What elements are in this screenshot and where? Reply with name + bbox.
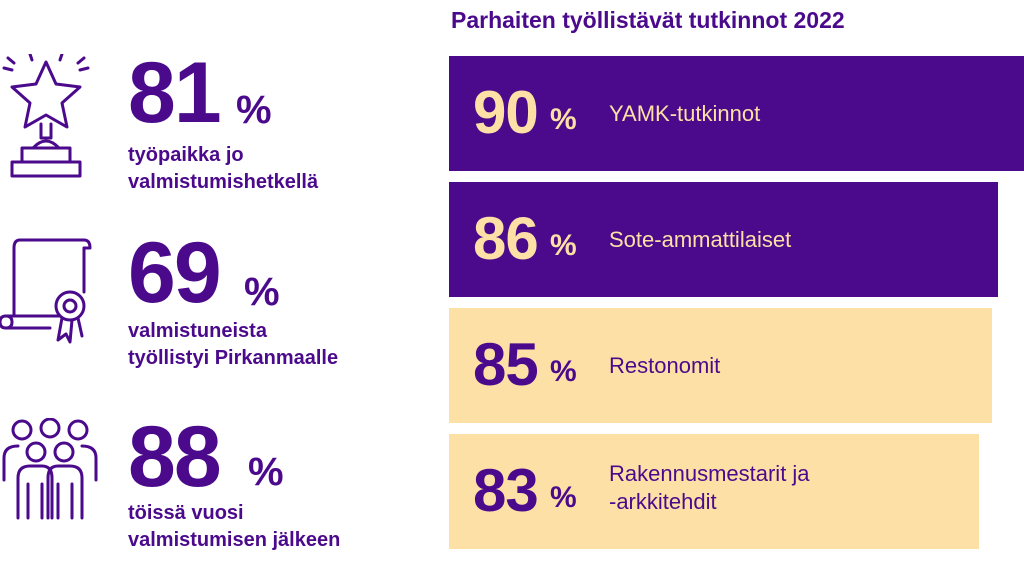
bar-value-label: 86 bbox=[473, 205, 539, 272]
stat-value: 81 bbox=[128, 45, 222, 141]
bar-unit-label: % bbox=[550, 355, 577, 388]
stat-unit: % bbox=[236, 88, 272, 132]
bar-category-label: YAMK-tutkinnot bbox=[609, 101, 761, 126]
stat-value: 69 bbox=[128, 225, 222, 321]
bar-category-label: Sote-ammattilaiset bbox=[609, 227, 792, 252]
diploma-certificate-icon bbox=[0, 238, 92, 344]
chart-title: Parhaiten työllistävät tutkinnot 2022 bbox=[451, 7, 845, 33]
stat-description: työpaikka jo valmistumishetkellä bbox=[128, 144, 319, 193]
stat-description: valmistuneista työllistyi Pirkanmaalle bbox=[128, 320, 339, 369]
bar-4: 83% Rakennusmestarit ja -arkkitehdit bbox=[449, 434, 979, 549]
bar-2: 86% Sote-ammattilaiset bbox=[449, 182, 998, 297]
trophy-star-icon bbox=[2, 54, 90, 178]
bar-value-label: 83 bbox=[473, 457, 539, 524]
bar-3: 85% Restonomit bbox=[449, 308, 992, 423]
bar-category-label: Rakennusmestarit ja -arkkitehdit bbox=[609, 461, 810, 514]
bar-1: 90% YAMK-tutkinnot bbox=[449, 56, 1024, 171]
stat-value: 88 bbox=[128, 409, 222, 505]
bar-value-label: 85 bbox=[473, 331, 539, 398]
bar-value-label: 90 bbox=[473, 79, 539, 146]
bar-unit-label: % bbox=[550, 481, 577, 514]
people-group-icon bbox=[2, 418, 98, 520]
stat-unit: % bbox=[248, 450, 284, 494]
stat-unit: % bbox=[244, 270, 280, 314]
bar-unit-label: % bbox=[550, 103, 577, 136]
bar-category-label: Restonomit bbox=[609, 353, 721, 378]
bar-unit-label: % bbox=[550, 229, 577, 262]
stat-description: töissä vuosi valmistumisen jälkeen bbox=[128, 502, 341, 551]
